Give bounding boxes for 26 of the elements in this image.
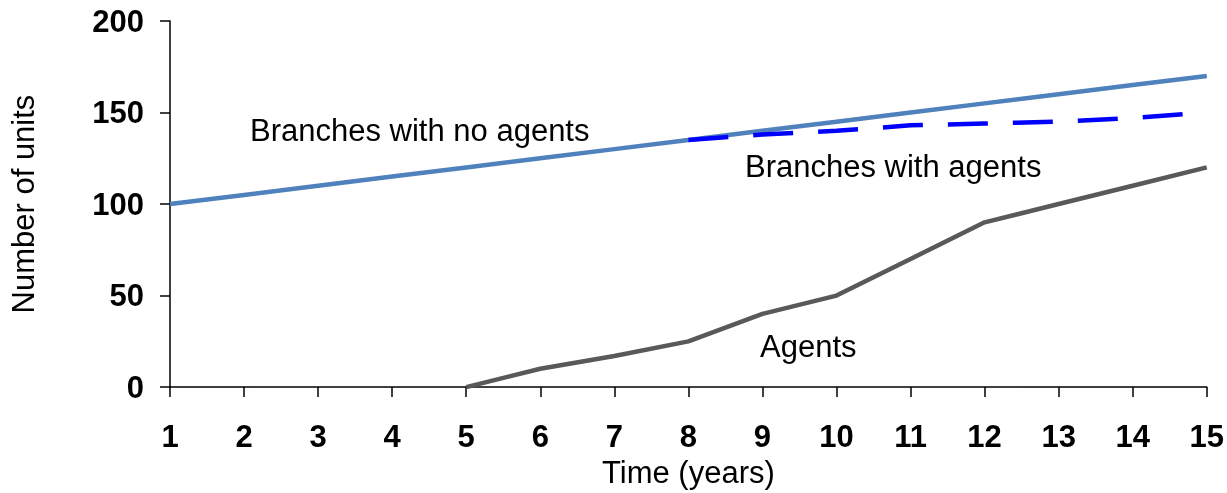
x-tick-label: 14: [1115, 419, 1151, 455]
x-tick-label: 6: [531, 419, 549, 455]
series-label: Branches with no agents: [250, 112, 590, 148]
x-tick-label: 13: [1041, 419, 1076, 455]
y-tick-label: 0: [126, 369, 144, 405]
x-tick-label: 3: [309, 419, 327, 455]
y-tick-label: 50: [109, 278, 144, 314]
x-tick-label: 7: [605, 419, 623, 455]
x-tick-label: 2: [235, 419, 253, 455]
y-tick-label: 150: [92, 95, 144, 131]
x-tick-label: 4: [383, 419, 402, 455]
x-tick-label: 10: [819, 419, 854, 455]
series-label: Agents: [760, 328, 857, 364]
y-axis-title: Number of units: [6, 94, 41, 314]
x-tick-label: 12: [967, 419, 1002, 455]
y-tick-label: 100: [92, 186, 144, 222]
x-axis-title: Time (years): [601, 455, 775, 490]
y-tick-label: 200: [92, 3, 144, 39]
x-tick-label: 15: [1189, 419, 1224, 455]
x-tick-label: 9: [753, 419, 772, 455]
x-tick-label: 1: [161, 419, 179, 455]
x-tick-label: 11: [894, 419, 927, 455]
series-label: Branches with agents: [745, 148, 1042, 184]
line-series: [167, 73, 1210, 207]
x-tick-label: 8: [679, 419, 697, 455]
x-tick-label: 5: [457, 419, 475, 455]
